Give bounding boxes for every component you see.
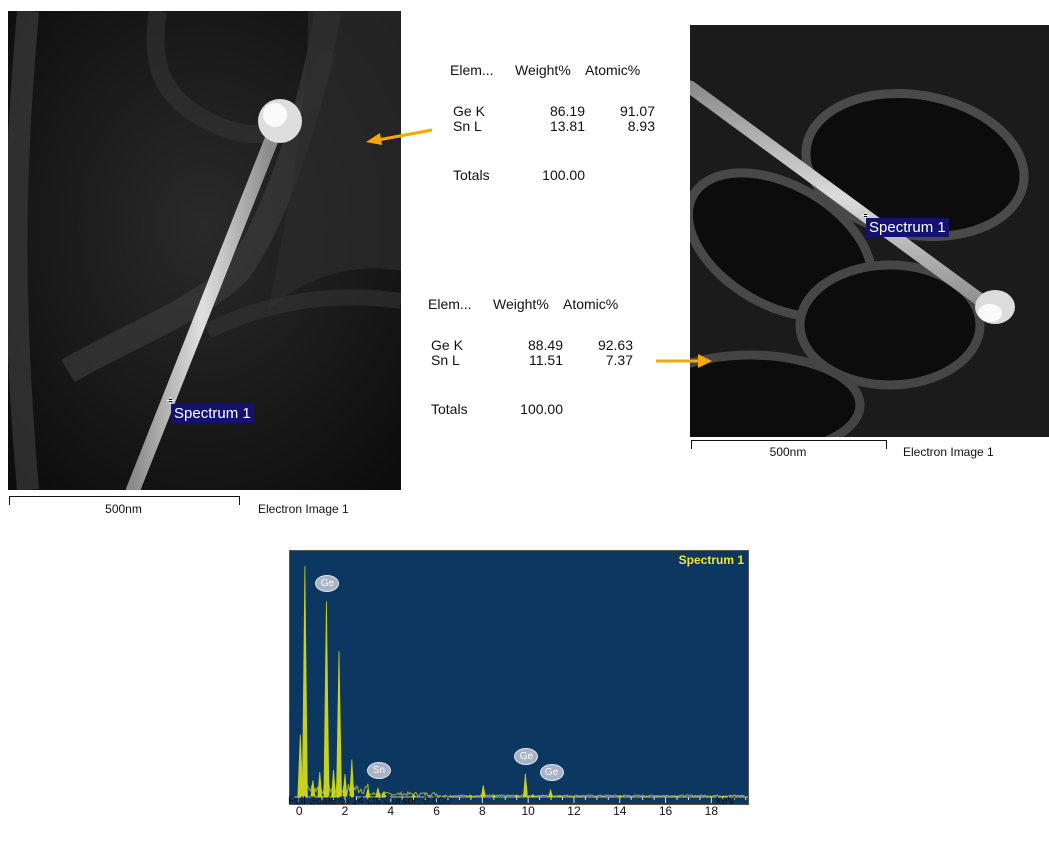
table-cell-weight: 11.51 [529, 352, 563, 368]
table-cell-elem: Sn L [453, 118, 482, 134]
spectrum-background-trace [298, 783, 745, 798]
table-cell-weight: 13.81 [549, 118, 585, 134]
electron-image-right: Spectrum 1 [690, 25, 1049, 437]
table-header-atomic: Atomic% [585, 62, 641, 78]
peak-label: Ge [539, 763, 564, 781]
spectrum-peak [513, 794, 520, 798]
spectrum-tick-label: 10 [521, 804, 535, 818]
peak-label: Sn [366, 761, 391, 779]
spectrum-peak [617, 795, 622, 798]
table-cell-weight: 88.49 [527, 337, 563, 353]
spectrum-tick-label: 16 [658, 804, 673, 818]
table-cell-elem: Sn L [431, 352, 460, 368]
peak-label: Ge [514, 747, 539, 765]
spectrum-peak [331, 769, 336, 798]
spectrum-peak [375, 787, 381, 798]
image-caption-left: Electron Image 1 [258, 502, 349, 516]
spectrum-tick-label: 18 [704, 804, 719, 818]
spectrum-peak [336, 651, 342, 798]
table-cell-atomic: 92.63 [597, 337, 633, 353]
scale-bar-left [9, 496, 240, 505]
spectrum-tick-label: 4 [387, 804, 395, 818]
spectrum-plot [290, 565, 748, 803]
spectrum-peak [467, 794, 475, 798]
scale-text-left: 500nm [105, 502, 142, 516]
spectrum-peak [410, 793, 417, 798]
spectrum-peak [297, 734, 304, 798]
spectrum-peak [381, 790, 387, 798]
table-cell-atomic: 8.93 [627, 118, 655, 134]
spectrum-peak [349, 759, 355, 798]
spectrum-peak [317, 771, 323, 798]
spectrum-peak [365, 788, 371, 798]
spectrum-label-left[interactable]: Spectrum 1 [171, 404, 254, 423]
spectrum-peak [529, 793, 536, 798]
table-totals-value: 100.00 [520, 401, 563, 417]
spectrum-peak [480, 785, 486, 798]
table-totals-label: Totals [453, 167, 490, 183]
spectrum-tick-label: 2 [341, 804, 349, 818]
table-cell-elem: Ge K [431, 337, 463, 353]
arrow-right-icon [656, 354, 712, 368]
spectrum-peak [301, 565, 308, 798]
table-header-weight: Weight% [493, 296, 549, 312]
table-header-weight: Weight% [515, 62, 571, 78]
spectrum-panel: Spectrum 1 Ge Sn Ge Ge [289, 550, 749, 805]
spectrum-peak [490, 794, 497, 798]
spectrum-tick-label: 0 [295, 804, 303, 818]
spectrum-peak [323, 601, 330, 798]
composition-table-top: Elem... Weight% Atomic% Ge K 86.19 91.07… [450, 62, 680, 192]
spectrum-peak [310, 780, 316, 798]
table-cell-weight: 86.19 [549, 103, 585, 119]
composition-table-bottom: Elem... Weight% Atomic% Ge K 88.49 92.63… [428, 296, 658, 426]
table-totals-value: 100.00 [542, 167, 585, 183]
spectrum-peak [548, 788, 554, 798]
scale-bar-right [691, 440, 887, 449]
spectrum-label-right[interactable]: Spectrum 1 [866, 218, 949, 237]
spectrum-tick-label: 14 [613, 804, 627, 818]
spectrum-tick-label: 8 [479, 804, 486, 818]
spectrum-marker-right [862, 212, 869, 219]
spectrum-peak [342, 774, 348, 798]
spectrum-unit: keV [716, 795, 735, 807]
table-cell-elem: Ge K [453, 103, 485, 119]
arrow-left-icon [366, 128, 433, 145]
electron-image-left: Spectrum 1 [8, 11, 401, 490]
table-totals-label: Totals [431, 401, 468, 417]
spectrum-tick-label: 12 [567, 804, 581, 818]
spectrum-peak [522, 773, 528, 798]
spectrum-marker-left [167, 397, 174, 404]
image-caption-right: Electron Image 1 [903, 445, 994, 459]
table-header-elem: Elem... [450, 62, 494, 78]
table-header-elem: Elem... [428, 296, 472, 312]
spectrum-title: Spectrum 1 [678, 553, 744, 567]
spectrum-footer: Full Scale 5714 cts Cursor: 0.000 [288, 795, 451, 807]
table-cell-atomic: 7.37 [605, 352, 633, 368]
spectrum-peak [557, 794, 564, 798]
table-cell-atomic: 91.07 [619, 103, 655, 119]
spectrum-tick-label: 6 [433, 804, 440, 818]
table-header-atomic: Atomic% [563, 296, 619, 312]
electron-image-right-graphic [690, 25, 1049, 437]
peak-label: Ge [315, 575, 340, 593]
eds-spectrum: Spectrum 1 Ge Sn Ge Ge 0 2 4 6 8 10 12 14 16 18 Full… [288, 550, 749, 818]
scale-text-right: 500nm [769, 445, 807, 459]
